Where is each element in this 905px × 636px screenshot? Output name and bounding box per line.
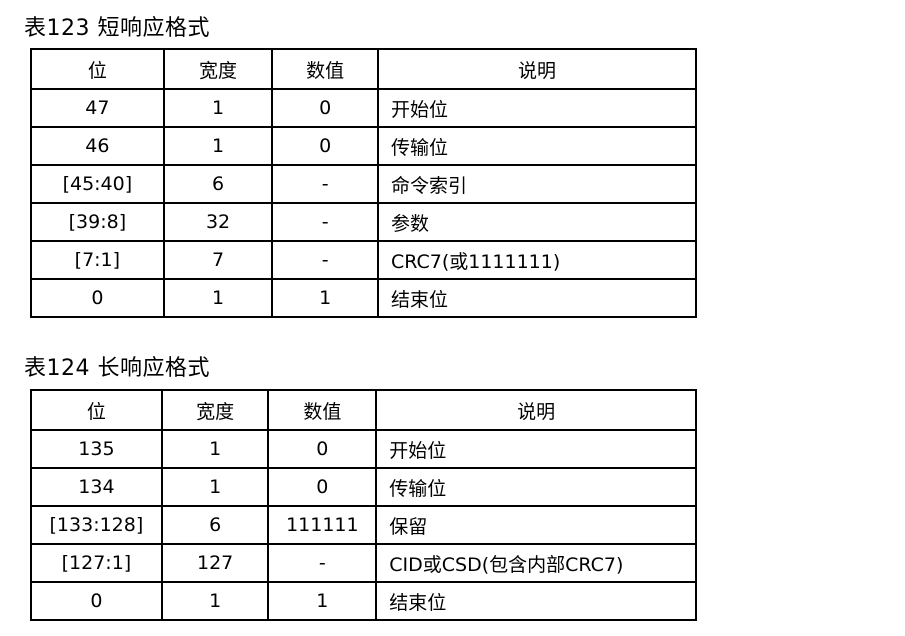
column-header: 宽度	[160, 389, 270, 431]
table-cell: CID或CSD(包含内部CRC7)	[375, 543, 697, 583]
table-cell: 传输位	[375, 467, 697, 507]
table-cell: 1	[160, 581, 270, 621]
table-cell: 127	[160, 543, 270, 583]
column-header: 宽度	[162, 48, 274, 90]
table-cell: [7:1]	[30, 240, 165, 280]
table-cell: 参数	[376, 202, 698, 242]
table-cell: 结束位	[376, 278, 698, 318]
table-cell: [127:1]	[30, 543, 163, 583]
table-cell: 命令索引	[376, 164, 698, 204]
table-cell: -	[271, 240, 379, 280]
table-cell: 0	[267, 429, 378, 469]
header-row: 位宽度 数值 说明	[30, 48, 698, 90]
table-row: [133:128] 6 111111 保留	[30, 505, 697, 545]
table-cell: 134	[30, 467, 163, 507]
table-cell: 1	[271, 278, 379, 318]
table-cell: -	[271, 202, 379, 242]
table-row: 0 1 1 结束位	[30, 278, 698, 318]
table-cell: 0	[271, 126, 379, 166]
table-cell: 0	[267, 467, 378, 507]
column-header: 说明	[375, 389, 697, 431]
table-row: [45:40] 6- 命令索引	[30, 164, 698, 204]
table-cell: 传输位	[376, 126, 698, 166]
header-row: 位宽度 数值 说明	[30, 389, 697, 431]
table-cell: [45:40]	[30, 164, 165, 204]
table-cell: 47	[30, 88, 165, 128]
table-cell: 开始位	[376, 88, 698, 128]
table-cell: 1	[160, 467, 270, 507]
table-cell: 0	[30, 581, 163, 621]
column-header: 数值	[267, 389, 378, 431]
table-row: 0 1 1 结束位	[30, 581, 697, 621]
table-cell: 111111	[267, 505, 378, 545]
table-row: 134 1 0 传输位	[30, 467, 697, 507]
table-cell: 6	[160, 505, 270, 545]
table-cell: 32	[162, 202, 274, 242]
table-cell: CRC7(或1111111)	[376, 240, 698, 280]
table-cell: 0	[271, 88, 379, 128]
table-cell: 1	[160, 429, 270, 469]
table-cell: 6	[162, 164, 274, 204]
table-row: [127:1] 127- CID或CSD(包含内部CRC7)	[30, 543, 697, 583]
table-row: [7:1] 7- CRC7(或1111111)	[30, 240, 698, 280]
column-header: 数值	[271, 48, 379, 90]
table-row: 46 1 0 传输位	[30, 126, 698, 166]
table-cell: 1	[162, 126, 274, 166]
table-cell: 1	[162, 278, 274, 318]
column-header: 位	[30, 48, 165, 90]
table-cell: [133:128]	[30, 505, 163, 545]
column-header: 位	[30, 389, 163, 431]
table-124-title: 表124 长响应格式	[24, 356, 210, 381]
table-row: [39:8] 32- 参数	[30, 202, 698, 242]
table-cell: -	[271, 164, 379, 204]
table-cell: -	[267, 543, 378, 583]
table-cell: 7	[162, 240, 274, 280]
table-cell: 135	[30, 429, 163, 469]
table-123-title: 表123 短响应格式	[24, 16, 210, 41]
long-response-format-table: 位宽度 数值 说明 135 1 0 开始位 134 1 0 传输位 [133:128] 6 111111 保…	[30, 389, 697, 621]
table-cell: 结束位	[375, 581, 697, 621]
table-cell: 开始位	[375, 429, 697, 469]
short-response-format-table: 位宽度 数值 说明 47 1 0 开始位 46 1 0 传输位 [45:40] 6- 命令索引 [39:8]…	[30, 48, 698, 318]
table-cell: 保留	[375, 505, 697, 545]
table-cell: 1	[267, 581, 378, 621]
table-cell: 46	[30, 126, 165, 166]
table-cell: 1	[162, 88, 274, 128]
table-row: 135 1 0 开始位	[30, 429, 697, 469]
column-header: 说明	[376, 48, 698, 90]
table-row: 47 1 0 开始位	[30, 88, 698, 128]
table-cell: 0	[30, 278, 165, 318]
table-cell: [39:8]	[30, 202, 165, 242]
